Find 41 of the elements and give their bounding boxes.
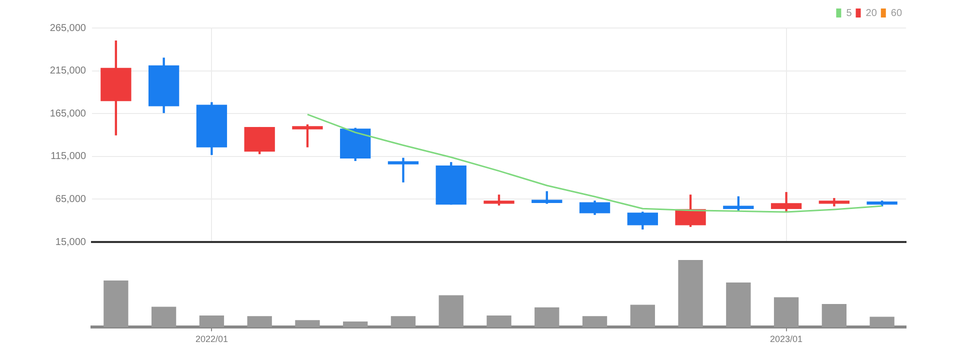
bar [343,321,368,328]
bar [774,297,799,328]
bar [390,316,416,328]
bar [486,315,512,328]
legend-label: 60 [890,8,902,19]
bar [295,320,320,328]
bar [151,306,176,328]
x-tick-label: 2023/01 [770,334,803,344]
y-tick-label: 65,000 [55,194,86,205]
bar [104,280,128,328]
y-tick-label: 115,000 [50,151,86,162]
candlestick [627,212,658,230]
bar [534,307,560,328]
candlestick [436,162,466,205]
y-tick-label: 15,000 [55,236,86,248]
bar [678,260,703,328]
bar [199,315,224,328]
legend-label: 20 [866,8,878,19]
y-tick-label: 165,000 [50,108,86,120]
candlestick [484,194,514,206]
bar [438,295,464,328]
bar [726,282,751,328]
candlestick [388,158,419,182]
bar [870,316,894,328]
candlestick [532,191,562,204]
candlestick [244,126,275,154]
bar [822,304,847,328]
legend-label: 5 [846,8,852,19]
y-tick-label: 265,000 [50,22,86,34]
bar [630,304,655,328]
candlestick [818,198,850,206]
candlestick [196,102,228,156]
x-tick-label: 2022/01 [195,334,228,344]
candlestick [148,58,180,114]
bar [582,316,608,328]
candlestick [100,40,132,136]
y-tick-label: 215,000 [50,66,86,77]
candlestick [770,192,802,212]
candlestick [723,196,754,211]
bar [247,316,272,328]
candlestick [292,124,323,148]
